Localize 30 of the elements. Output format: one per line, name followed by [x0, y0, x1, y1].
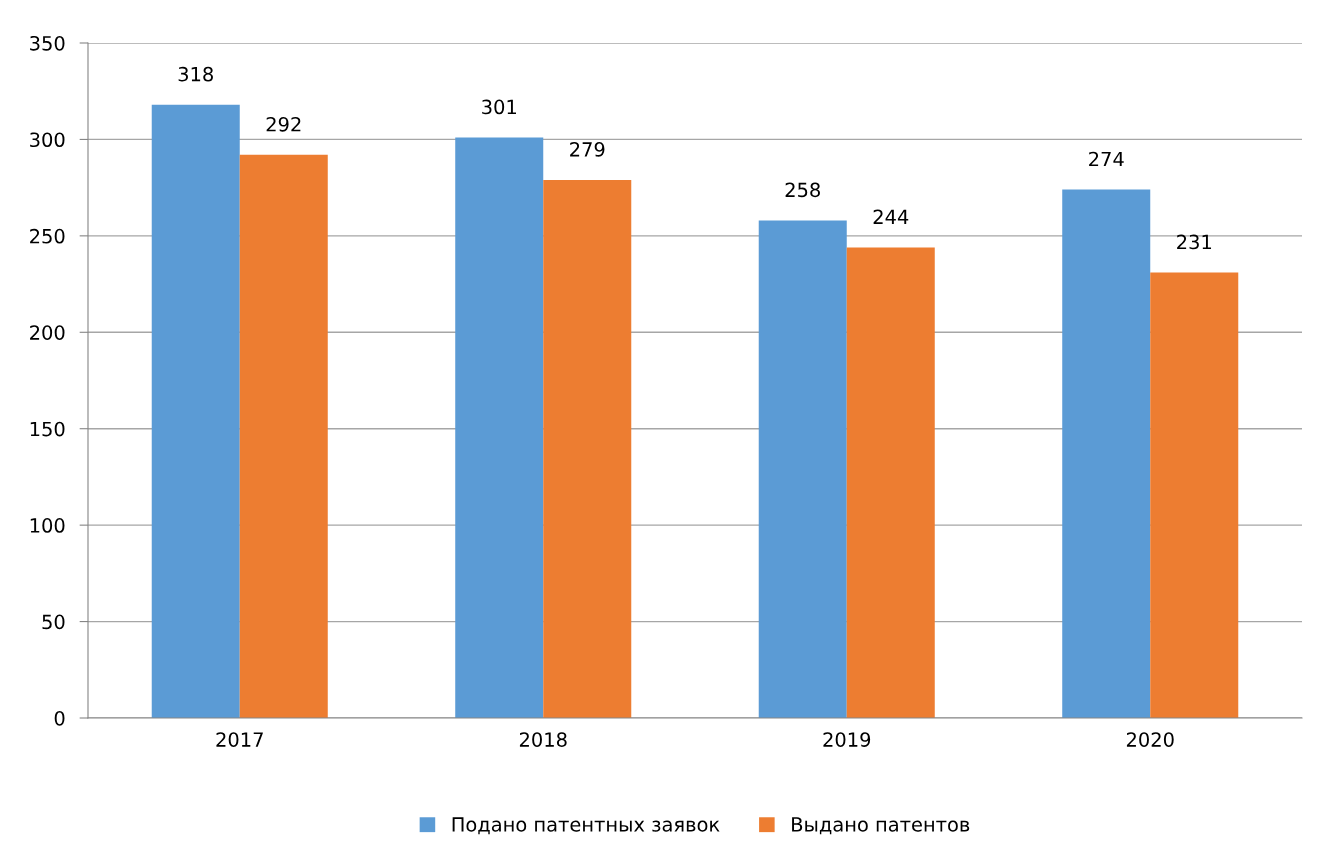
data-label: 258 [785, 182, 820, 198]
x-tick-label: 2018 [519, 732, 567, 747]
bar [758, 220, 847, 718]
x-tick-label: 2020 [1126, 732, 1174, 747]
y-tick-label: 150 [30, 421, 65, 437]
y-tick-label: 100 [30, 518, 65, 533]
bar [846, 247, 935, 718]
bar [239, 154, 328, 718]
y-tick-label: 50 [42, 614, 65, 630]
data-label: 292 [266, 116, 301, 132]
bar [1150, 272, 1239, 718]
bar [1062, 189, 1151, 718]
x-tick-label: 2019 [823, 732, 871, 747]
data-label: 244 [873, 209, 909, 224]
y-tick-label: 300 [30, 132, 65, 148]
y-tick-label: 0 [54, 710, 65, 726]
y-tick-label: 200 [30, 325, 65, 340]
legend-label: Подано патентных заявок [452, 817, 720, 835]
bar [151, 104, 240, 718]
data-label: 231 [1177, 234, 1212, 250]
legend-label: Выдано патентов [792, 817, 970, 835]
y-tick-label: 350 [30, 35, 65, 51]
data-label: 274 [1089, 151, 1124, 167]
data-label: 318 [178, 66, 213, 82]
bar [455, 137, 544, 718]
bar [543, 179, 632, 718]
data-label: 279 [570, 142, 605, 157]
data-label: 301 [482, 99, 516, 115]
x-tick-label: 2017 [216, 732, 263, 747]
y-tick-label: 250 [30, 228, 65, 244]
